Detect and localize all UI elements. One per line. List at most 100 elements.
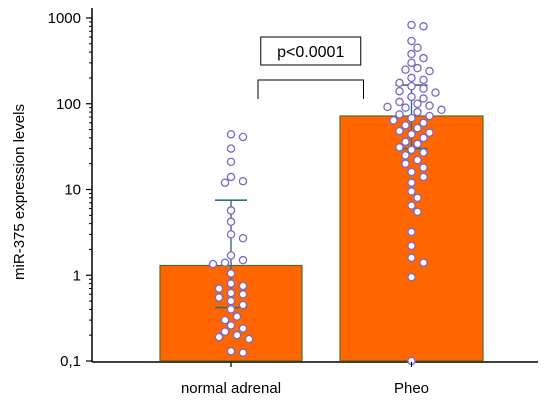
data-point (419, 75, 428, 85)
data-point (419, 118, 428, 128)
data-point (413, 107, 422, 117)
data-point (401, 65, 410, 74)
data-point (226, 305, 236, 314)
y-tick-label: 100 (56, 96, 81, 113)
data-point (220, 315, 230, 325)
data-point (238, 281, 248, 291)
data-point (407, 227, 416, 237)
data-point (238, 324, 248, 333)
data-point (238, 290, 248, 299)
y-axis: 0,1 1 10 100 1000 normal adrenal Pheo (48, 10, 429, 397)
data-point (395, 78, 404, 88)
data-point (226, 279, 236, 288)
data-point (401, 151, 410, 160)
data-point (220, 258, 230, 267)
data-point (407, 178, 416, 187)
y-tick-label: 0,1 (60, 353, 81, 370)
plot-area (91, 8, 538, 363)
data-point (419, 172, 428, 182)
data-point (407, 113, 416, 123)
data-point (226, 269, 236, 278)
data-point (401, 103, 410, 112)
data-point (413, 43, 422, 52)
data-point (232, 330, 242, 340)
data-point (407, 130, 416, 139)
points-group (208, 20, 446, 366)
data-point (407, 201, 416, 210)
bars-group (159, 115, 484, 362)
x-category-label: Pheo (394, 380, 429, 397)
data-point (226, 130, 236, 139)
data-point (419, 53, 428, 63)
data-point (395, 143, 404, 152)
data-point (238, 132, 248, 142)
data-point (407, 187, 416, 196)
data-point (413, 123, 422, 133)
data-point (226, 288, 236, 298)
data-point (419, 258, 428, 267)
y-tick-label: 1 (73, 267, 81, 284)
data-point (214, 293, 224, 302)
data-point (226, 157, 236, 167)
data-point (413, 207, 422, 217)
data-point (238, 234, 248, 243)
data-point (407, 58, 416, 68)
data-point (413, 139, 422, 149)
data-point (226, 144, 236, 153)
data-point (407, 272, 416, 282)
data-point (407, 49, 416, 59)
data-point (401, 121, 410, 130)
data-point (425, 101, 434, 110)
data-point (226, 346, 236, 356)
data-point (419, 148, 428, 157)
data-point (238, 348, 248, 357)
data-point (413, 193, 422, 203)
data-point (214, 284, 224, 293)
data-point (413, 63, 422, 73)
data-point (431, 88, 440, 97)
data-point (226, 321, 236, 330)
data-point (383, 102, 392, 112)
data-point (419, 22, 428, 31)
data-point (407, 20, 416, 30)
p-value-box (260, 36, 362, 66)
data-point (419, 94, 428, 103)
data-point (407, 167, 416, 177)
data-point (425, 66, 434, 76)
y-tick-label: 10 (64, 182, 81, 199)
data-point (407, 73, 416, 83)
data-point (407, 253, 416, 262)
data-point (413, 99, 422, 109)
data-point (401, 159, 410, 168)
data-point (419, 84, 428, 93)
data-point (407, 36, 416, 46)
data-point (226, 296, 236, 306)
y-axis-title: miR-375 expression levels (11, 104, 28, 280)
data-point (425, 111, 434, 121)
data-point (401, 137, 410, 147)
data-point (407, 81, 416, 91)
data-point (208, 259, 218, 269)
data-point (395, 97, 404, 107)
data-point (395, 86, 404, 96)
data-point (220, 327, 230, 336)
data-point (407, 145, 416, 155)
data-point (220, 178, 230, 187)
data-point (226, 172, 236, 182)
data-point (226, 217, 236, 227)
data-point (395, 110, 404, 119)
data-point (238, 176, 248, 186)
data-point (407, 241, 416, 251)
data-point (407, 92, 416, 102)
data-point (419, 133, 428, 143)
data-point (226, 251, 236, 260)
significance-bracket (257, 79, 364, 99)
data-point (232, 312, 242, 321)
data-point (226, 230, 236, 239)
data-point (395, 126, 404, 136)
data-point (389, 116, 398, 125)
data-point (437, 105, 446, 115)
data-point (419, 163, 428, 172)
data-point (413, 155, 422, 165)
